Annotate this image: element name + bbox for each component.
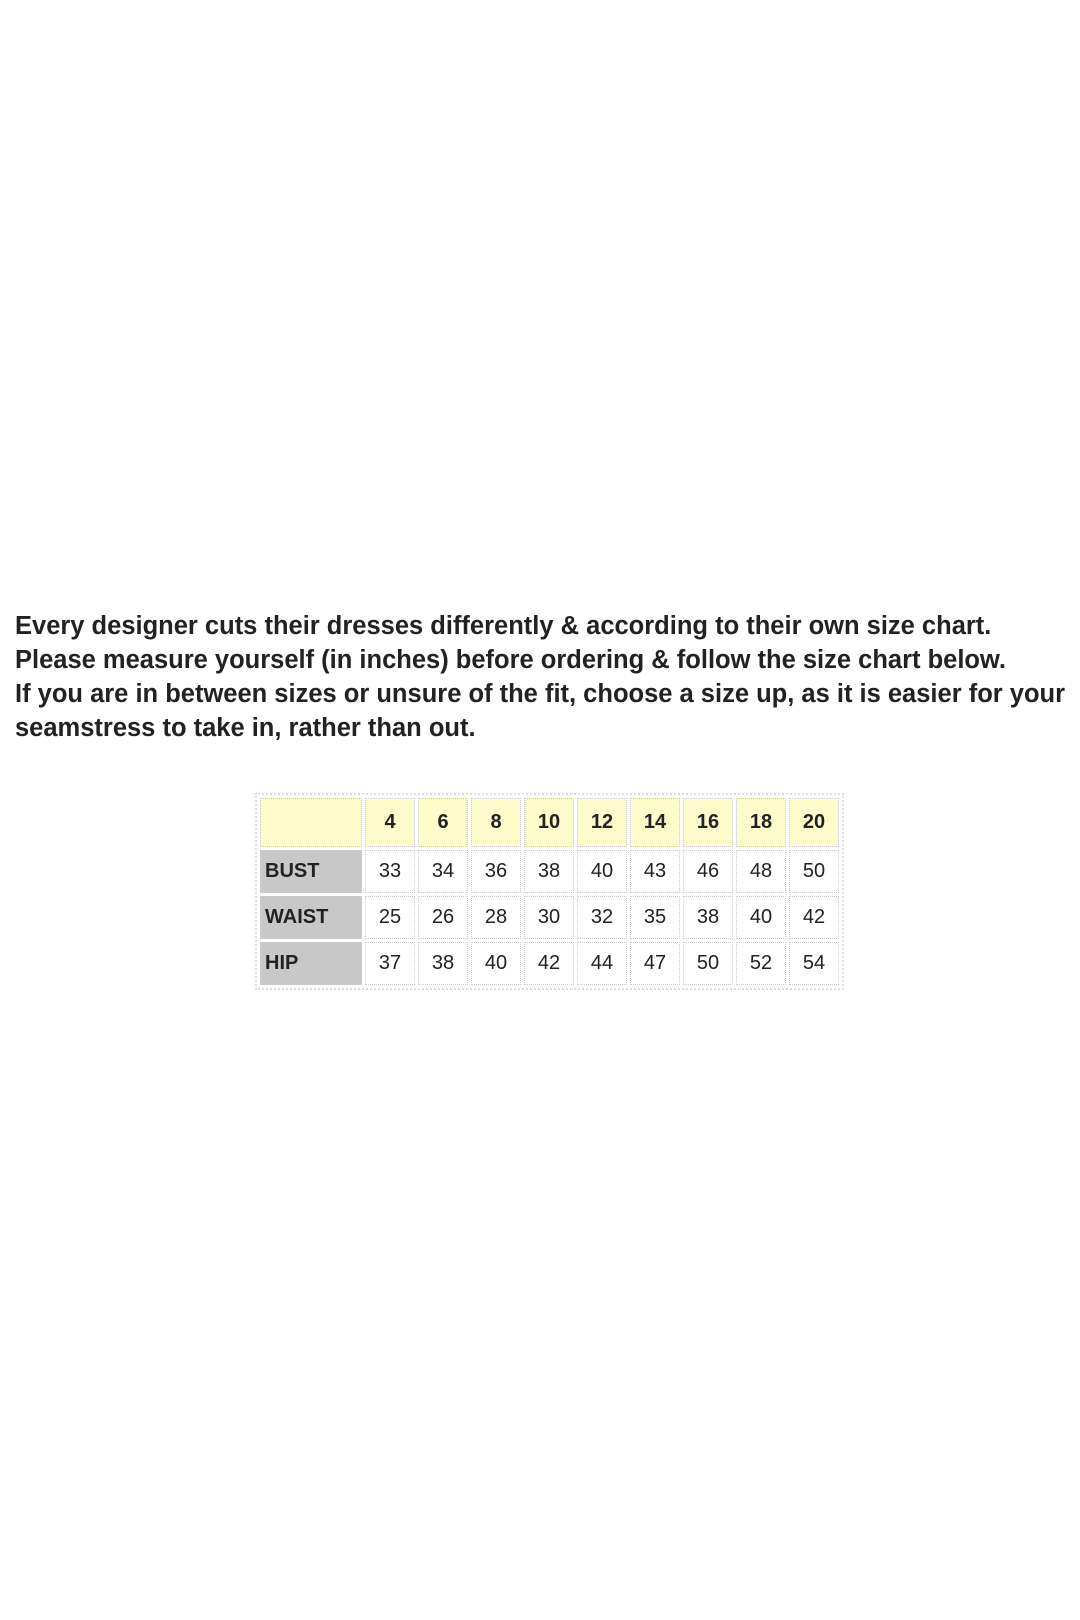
measurement-cell: 50: [789, 850, 839, 893]
measurement-cell: 42: [789, 896, 839, 939]
measurement-cell: 25: [365, 896, 415, 939]
measurement-cell: 33: [365, 850, 415, 893]
measurement-cell: 26: [418, 896, 468, 939]
measurement-cell: 52: [736, 942, 786, 985]
intro-paragraph-2: If you are in between sizes or unsure of…: [15, 680, 1066, 742]
measurement-cell: 38: [418, 942, 468, 985]
measurement-cell: 42: [524, 942, 574, 985]
measurement-cell: 36: [471, 850, 521, 893]
measurement-cell: 32: [577, 896, 627, 939]
size-chart-table: 4 6 8 10 12 14 16 18 20 BUST 33 34 36 38 40 43 46 48 50 WAI…: [255, 793, 844, 990]
row-label-cell: HIP: [260, 942, 362, 985]
header-row: 4 6 8 10 12 14 16 18 20: [260, 798, 839, 847]
measurement-cell: 30: [524, 896, 574, 939]
measurement-cell: 50: [683, 942, 733, 985]
size-header-cell: 12: [577, 798, 627, 847]
measurement-cell: 34: [418, 850, 468, 893]
size-header-cell: 20: [789, 798, 839, 847]
measurement-cell: 37: [365, 942, 415, 985]
size-header-cell: 16: [683, 798, 733, 847]
size-header-cell: 8: [471, 798, 521, 847]
measurement-cell: 40: [577, 850, 627, 893]
measurement-cell: 48: [736, 850, 786, 893]
measurement-cell: 40: [471, 942, 521, 985]
table-row: HIP 37 38 40 42 44 47 50 52 54: [260, 942, 839, 985]
measurement-cell: 44: [577, 942, 627, 985]
measurement-cell: 35: [630, 896, 680, 939]
size-guide-intro: Every designer cuts their dresses differ…: [15, 609, 1075, 745]
table-row: WAIST 25 26 28 30 32 35 38 40 42: [260, 896, 839, 939]
table-row: BUST 33 34 36 38 40 43 46 48 50: [260, 850, 839, 893]
measurement-cell: 38: [524, 850, 574, 893]
measurement-cell: 28: [471, 896, 521, 939]
size-header-cell: 18: [736, 798, 786, 847]
size-header-cell: 14: [630, 798, 680, 847]
size-header-cell: 6: [418, 798, 468, 847]
row-label-cell: BUST: [260, 850, 362, 893]
measurement-cell: 54: [789, 942, 839, 985]
measurement-cell: 43: [630, 850, 680, 893]
measurement-cell: 40: [736, 896, 786, 939]
measurement-cell: 46: [683, 850, 733, 893]
row-label-cell: WAIST: [260, 896, 362, 939]
measurement-cell: 38: [683, 896, 733, 939]
size-header-cell: 4: [365, 798, 415, 847]
measurement-cell: 47: [630, 942, 680, 985]
intro-paragraph-1: Every designer cuts their dresses differ…: [15, 612, 1006, 674]
corner-cell: [260, 798, 362, 847]
size-header-cell: 10: [524, 798, 574, 847]
